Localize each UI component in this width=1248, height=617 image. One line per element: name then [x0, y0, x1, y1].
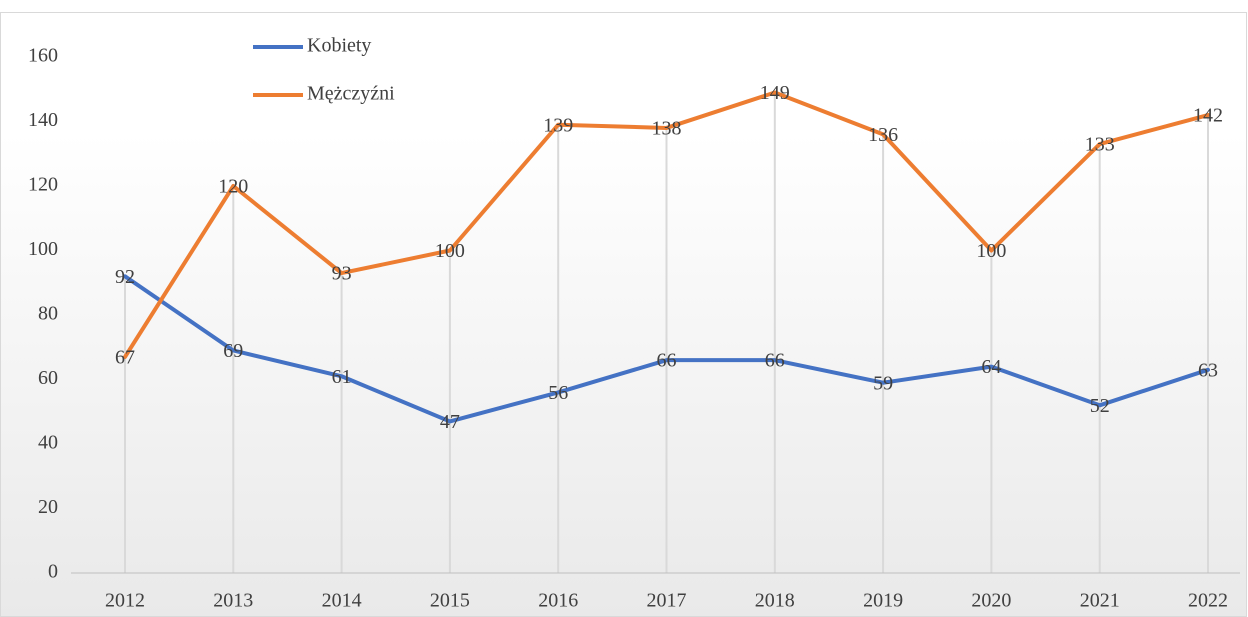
data-label: 47	[440, 411, 460, 433]
data-label: 120	[218, 176, 248, 198]
data-label: 100	[435, 240, 465, 262]
x-tick-label: 2018	[755, 590, 795, 612]
y-tick-label: 20	[38, 496, 58, 518]
x-tick-label: 2016	[538, 590, 578, 612]
data-label: 93	[332, 263, 352, 285]
x-tick-label: 2017	[647, 590, 687, 612]
x-tick-label: 2021	[1080, 590, 1120, 612]
data-label: 64	[981, 356, 1001, 378]
legend-label: Kobiety	[307, 35, 371, 57]
data-label: 61	[332, 366, 352, 388]
x-tick-label: 2012	[105, 590, 145, 612]
y-tick-label: 40	[38, 432, 58, 454]
x-tick-label: 2015	[430, 590, 470, 612]
y-tick-label: 100	[28, 238, 58, 260]
y-tick-label: 0	[48, 561, 58, 583]
data-label: 69	[223, 340, 243, 362]
data-label: 136	[868, 124, 898, 146]
data-label: 67	[115, 347, 135, 369]
data-label: 63	[1198, 359, 1218, 381]
legend-label: Mężczyźni	[307, 83, 395, 105]
x-tick-label: 2013	[213, 590, 253, 612]
x-tick-label: 2014	[322, 590, 362, 612]
data-label: 100	[976, 240, 1006, 262]
chart-background	[0, 12, 1247, 617]
data-label: 59	[873, 372, 893, 394]
data-label: 66	[657, 350, 677, 372]
data-label: 138	[652, 118, 682, 140]
data-label: 56	[548, 382, 568, 404]
data-label: 142	[1193, 105, 1223, 127]
y-tick-label: 160	[28, 45, 58, 67]
data-label: 149	[760, 82, 790, 104]
y-tick-label: 120	[28, 174, 58, 196]
x-tick-label: 2022	[1188, 590, 1228, 612]
data-label: 52	[1090, 395, 1110, 417]
data-label: 133	[1085, 134, 1115, 156]
x-tick-label: 2020	[971, 590, 1011, 612]
data-label: 66	[765, 350, 785, 372]
data-label: 92	[115, 266, 135, 288]
series-line	[123, 90, 1210, 359]
data-label: 139	[543, 114, 573, 136]
y-tick-label: 60	[38, 367, 58, 389]
y-tick-label: 140	[28, 109, 58, 131]
y-tick-label: 80	[38, 303, 58, 325]
series-line	[123, 274, 1210, 424]
x-tick-label: 2019	[863, 590, 903, 612]
